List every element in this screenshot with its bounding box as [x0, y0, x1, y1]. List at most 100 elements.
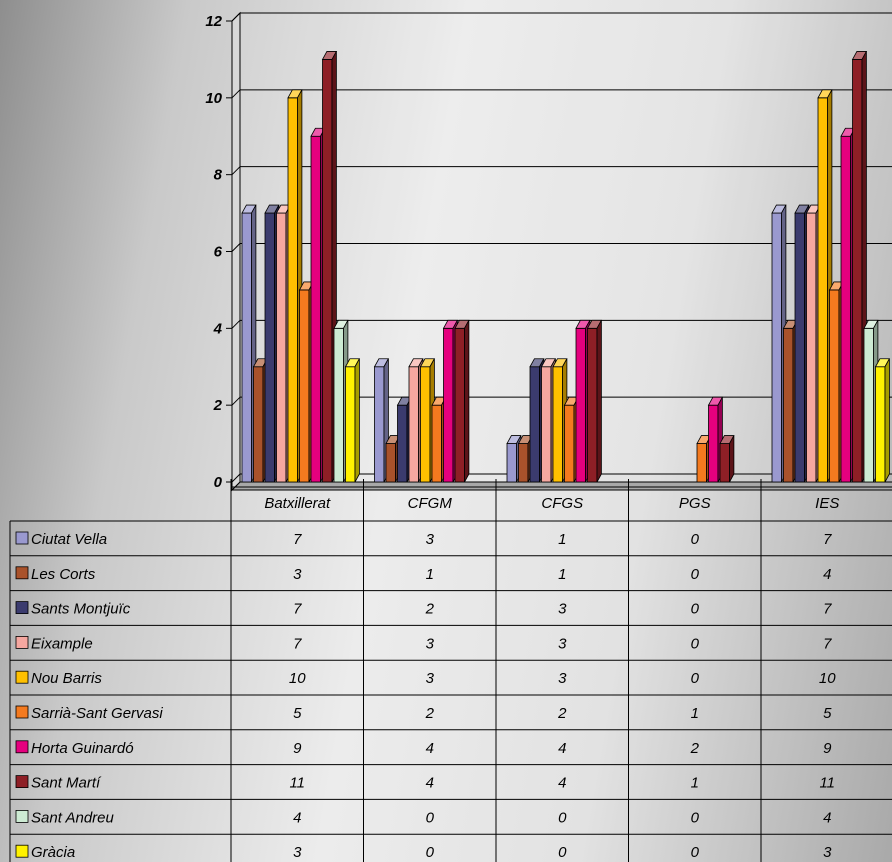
bar-front: [385, 443, 396, 483]
data-cell: 0: [426, 844, 435, 861]
bar-front: [806, 212, 817, 483]
data-cell: 0: [558, 809, 567, 826]
bar-front: [771, 212, 782, 483]
legend-swatch: [15, 775, 29, 788]
bar-front: [322, 59, 333, 483]
data-cell: 1: [558, 531, 566, 548]
bar-front: [575, 327, 586, 483]
data-cell: 0: [691, 670, 700, 687]
bar-front: [506, 443, 517, 483]
series-label: Gràcia: [31, 844, 75, 861]
data-cell: 3: [426, 670, 435, 687]
bar-side: [354, 358, 360, 483]
y-tick-label: 6: [214, 244, 223, 261]
data-cell: 4: [558, 775, 566, 792]
gridline-side: [231, 473, 241, 483]
series-label: Sant Andreu: [31, 809, 114, 826]
data-cell: 0: [558, 844, 567, 861]
data-cell: 3: [558, 601, 567, 618]
data-cell: 3: [558, 670, 567, 687]
bar-front: [719, 443, 730, 483]
data-cell: 4: [293, 809, 301, 826]
y-tick-label: 10: [205, 90, 222, 107]
bar: [454, 319, 470, 483]
data-cell: 2: [557, 705, 567, 722]
data-cell: 9: [293, 740, 302, 757]
data-cell: 1: [691, 705, 699, 722]
data-cell: 7: [293, 635, 302, 652]
bar-front: [518, 443, 529, 483]
bar-front: [863, 327, 874, 483]
bar-front: [454, 327, 465, 483]
data-cell: 7: [293, 601, 302, 618]
data-cell: 3: [426, 531, 435, 548]
data-cell: 4: [823, 809, 831, 826]
data-cell: 0: [691, 844, 700, 861]
data-cell: 10: [289, 670, 306, 687]
table-row: Eixample 7 3 3 0 7: [15, 635, 832, 652]
bar-front: [287, 97, 298, 483]
data-cell: 0: [426, 809, 435, 826]
table-row: Ciutat Vella 7 3 1 0 7: [15, 531, 832, 548]
table-row: Sants Montjuïc 7 2 3 0 7: [15, 601, 832, 618]
gridline-side: [231, 243, 241, 252]
table-row: Sarrià-Sant Gervasi 5 2 2 1 5: [15, 705, 832, 722]
table-row: Sant Martí 11 4 4 1 11: [15, 775, 835, 792]
legend-swatch: [15, 705, 29, 719]
series-label: Nou Barris: [31, 670, 102, 687]
table-row: Sant Andreu 4 0 0 0 4: [15, 809, 831, 826]
bar-front: [852, 59, 863, 483]
bar-front: [875, 366, 886, 483]
y-tick-label: 0: [214, 474, 223, 491]
category-label: PGS: [679, 495, 711, 512]
data-cell: 3: [823, 844, 832, 861]
series-label: Eixample: [31, 635, 93, 652]
plot-side-wall: [231, 11, 241, 492]
bar-front: [564, 404, 575, 483]
data-cell: 0: [691, 566, 700, 583]
data-cell: 1: [691, 775, 699, 792]
legend-swatch: [15, 566, 29, 580]
bar-front: [541, 366, 552, 483]
data-cell: 1: [558, 566, 566, 583]
series-label: Les Corts: [31, 566, 96, 583]
data-cell: 0: [691, 531, 700, 548]
data-cell: 0: [691, 809, 700, 826]
gridline-side: [231, 89, 241, 99]
data-cell: 7: [823, 531, 832, 548]
gridline-side: [231, 396, 241, 406]
series-label: Sants Montjuïc: [31, 601, 131, 618]
bar-front: [299, 289, 310, 483]
data-cell: 4: [426, 740, 434, 757]
data-cell: 11: [289, 775, 305, 792]
category-label: CFGS: [541, 495, 583, 512]
bar: [719, 435, 735, 483]
table-row: Horta Guinardó 9 4 4 2 9: [15, 740, 832, 757]
series-label: Sarrià-Sant Gervasi: [31, 705, 163, 722]
bar: [344, 358, 361, 483]
legend-swatch: [15, 531, 29, 545]
bar-front: [310, 135, 321, 483]
y-tick-label: 4: [213, 320, 223, 337]
data-cell: 2: [690, 740, 700, 757]
bar: [586, 319, 603, 483]
bar-front: [696, 443, 707, 483]
data-cell: 1: [426, 566, 434, 583]
axes: 0 2 4 6 8 10 12: [205, 13, 233, 491]
category-label: IES: [815, 495, 839, 512]
data-cell: 7: [293, 531, 302, 548]
data-cell: 7: [823, 601, 832, 618]
data-cell: 4: [558, 740, 566, 757]
gridline-side: [231, 319, 241, 329]
bar-front: [345, 366, 356, 483]
y-tick-label: 2: [213, 397, 223, 414]
data-cell: 3: [558, 635, 567, 652]
bar-side: [884, 358, 890, 483]
table-row: Les Corts 3 1 1 0 4: [15, 566, 831, 583]
data-cell: 5: [293, 705, 302, 722]
bar-front: [529, 366, 540, 483]
data-cell: 10: [819, 670, 836, 687]
legend-swatch: [15, 844, 29, 858]
bar-front: [817, 97, 828, 483]
bar-front: [587, 327, 598, 483]
